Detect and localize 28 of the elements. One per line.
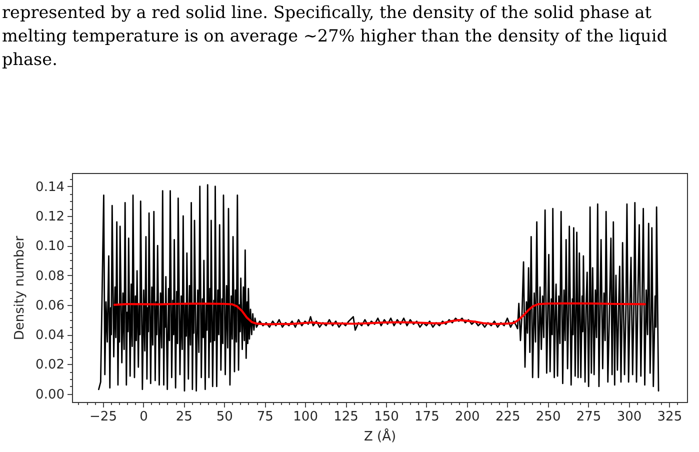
y-tick-label: 0.04	[36, 328, 64, 344]
line-series	[98, 184, 660, 392]
x-tick-label: 75	[256, 410, 274, 424]
x-axis-title: Z (Å)	[364, 428, 396, 444]
y-tick-label: 0.10	[36, 239, 64, 254]
x-tick-label: 200	[454, 410, 480, 424]
x-tick-label: 100	[293, 410, 318, 424]
text: represented by a red solid line. Specifically, the density of the solid phase at melting temperature is on average ∼27% higher than the density of the liquid phase.	[2, 2, 668, 70]
x-tick-label: 150	[374, 410, 399, 424]
line-series	[113, 302, 646, 326]
y-tick-label: 0.06	[36, 298, 64, 314]
x-tick-label: 175	[414, 410, 440, 424]
y-tick-label: 0.14	[36, 180, 64, 195]
x-tick-label: 225	[495, 410, 520, 424]
y-tick-label: 0.08	[36, 268, 64, 284]
y-tick-label: 0.02	[36, 358, 64, 373]
x-tick-label: −25	[90, 410, 117, 424]
x-tick-label: 325	[657, 410, 682, 424]
y-axis-title: Density number	[12, 235, 28, 340]
y-tick-label: 0.12	[36, 209, 64, 224]
x-tick-label: 0	[140, 410, 148, 424]
x-tick-label: 275	[576, 410, 602, 424]
y-tick-label: 0.00	[36, 387, 64, 402]
x-tick-label: 300	[616, 410, 642, 424]
x-tick-label: 50	[216, 410, 233, 424]
x-tick-label: 250	[536, 410, 561, 424]
x-tick-label: 25	[176, 410, 192, 424]
x-tick-label: 125	[334, 410, 358, 424]
